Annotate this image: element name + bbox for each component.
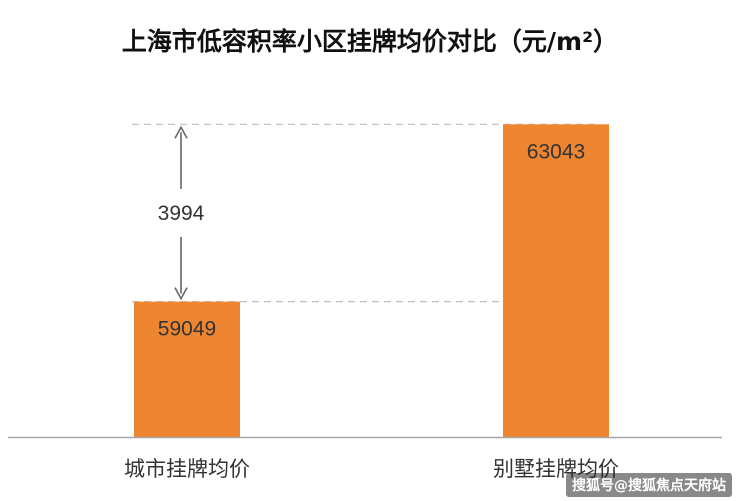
- diff-label: 3994: [158, 202, 205, 225]
- watermark: 搜狐号@搜狐焦点天府站: [566, 473, 732, 497]
- bar-1: [134, 301, 240, 437]
- diff-arrowhead-up: [174, 125, 188, 139]
- category-label-1: 城市挂牌均价: [124, 457, 250, 481]
- bar-value-label-1: 59049: [158, 318, 216, 341]
- bar-2: [503, 124, 609, 437]
- chart-title: 上海市低容积率小区挂牌均价对比（元/m²）: [122, 27, 618, 56]
- bar-value-label-2: 63043: [527, 140, 585, 163]
- diff-arrowhead-down: [174, 287, 188, 301]
